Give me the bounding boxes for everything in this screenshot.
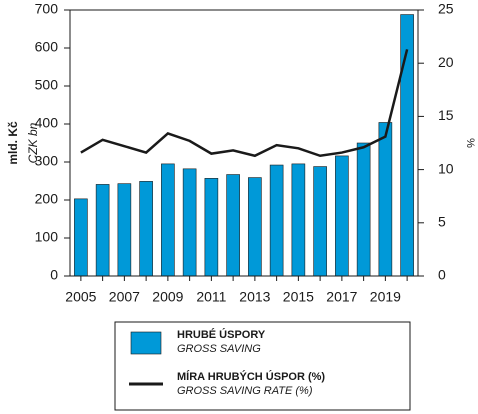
y2-tick-label: 15	[438, 107, 454, 123]
y-axis-label: mld. Kč	[6, 121, 20, 165]
plot-frame	[69, 9, 419, 277]
legend-box	[114, 321, 411, 411]
y2-axis-label: %	[464, 138, 476, 148]
y-tick-label: 500	[35, 77, 59, 93]
y2-tick-label: 10	[438, 160, 454, 176]
y2-tick-label: 20	[438, 54, 454, 70]
bar	[117, 183, 132, 277]
x-tick-label: 2007	[109, 289, 140, 305]
bar	[95, 184, 110, 277]
x-tick-label: 2013	[239, 289, 270, 305]
bar	[248, 177, 262, 277]
bar	[291, 163, 306, 277]
x-tick-label: 2019	[370, 289, 401, 305]
legend-label-en: GROSS SAVING RATE (%)	[177, 385, 313, 397]
y2-tick-label: 5	[438, 214, 446, 230]
x-tick-label: 2017	[326, 289, 357, 305]
legend-label: MÍRA HRUBÝCH ÚSPOR (%)	[177, 370, 325, 383]
bar	[139, 181, 153, 277]
bar	[335, 155, 349, 277]
bar	[226, 174, 240, 277]
x-tick-label: 2011	[196, 289, 226, 305]
legend-label-en: GROSS SAVING	[177, 343, 261, 355]
y-tick-label: 0	[50, 267, 58, 283]
bar	[356, 142, 371, 277]
bar	[74, 198, 88, 277]
y-tick-label: 200	[35, 191, 59, 207]
bar	[161, 163, 175, 277]
y2-tick-label: 0	[438, 267, 446, 283]
bar	[269, 164, 284, 277]
bar	[313, 166, 327, 277]
x-tick-label: 2009	[152, 289, 183, 305]
y-tick-label: 300	[35, 153, 59, 169]
y-tick-label: 100	[35, 229, 59, 245]
x-tick-label: 2005	[65, 289, 96, 305]
legend-label: HRUBÉ ÚSPORY	[177, 328, 266, 341]
y-tick-label: 700	[35, 1, 59, 17]
x-tick-label: 2015	[283, 289, 314, 305]
y2-tick-label: 25	[438, 1, 454, 17]
legend-swatch	[130, 331, 162, 355]
bar	[182, 168, 197, 277]
y-tick-label: 400	[35, 115, 59, 131]
bar	[378, 122, 393, 277]
bar	[204, 178, 219, 277]
y-tick-label: 600	[35, 39, 59, 55]
y-axis-label-en: CZK bn	[26, 122, 40, 163]
line	[80, 49, 409, 158]
